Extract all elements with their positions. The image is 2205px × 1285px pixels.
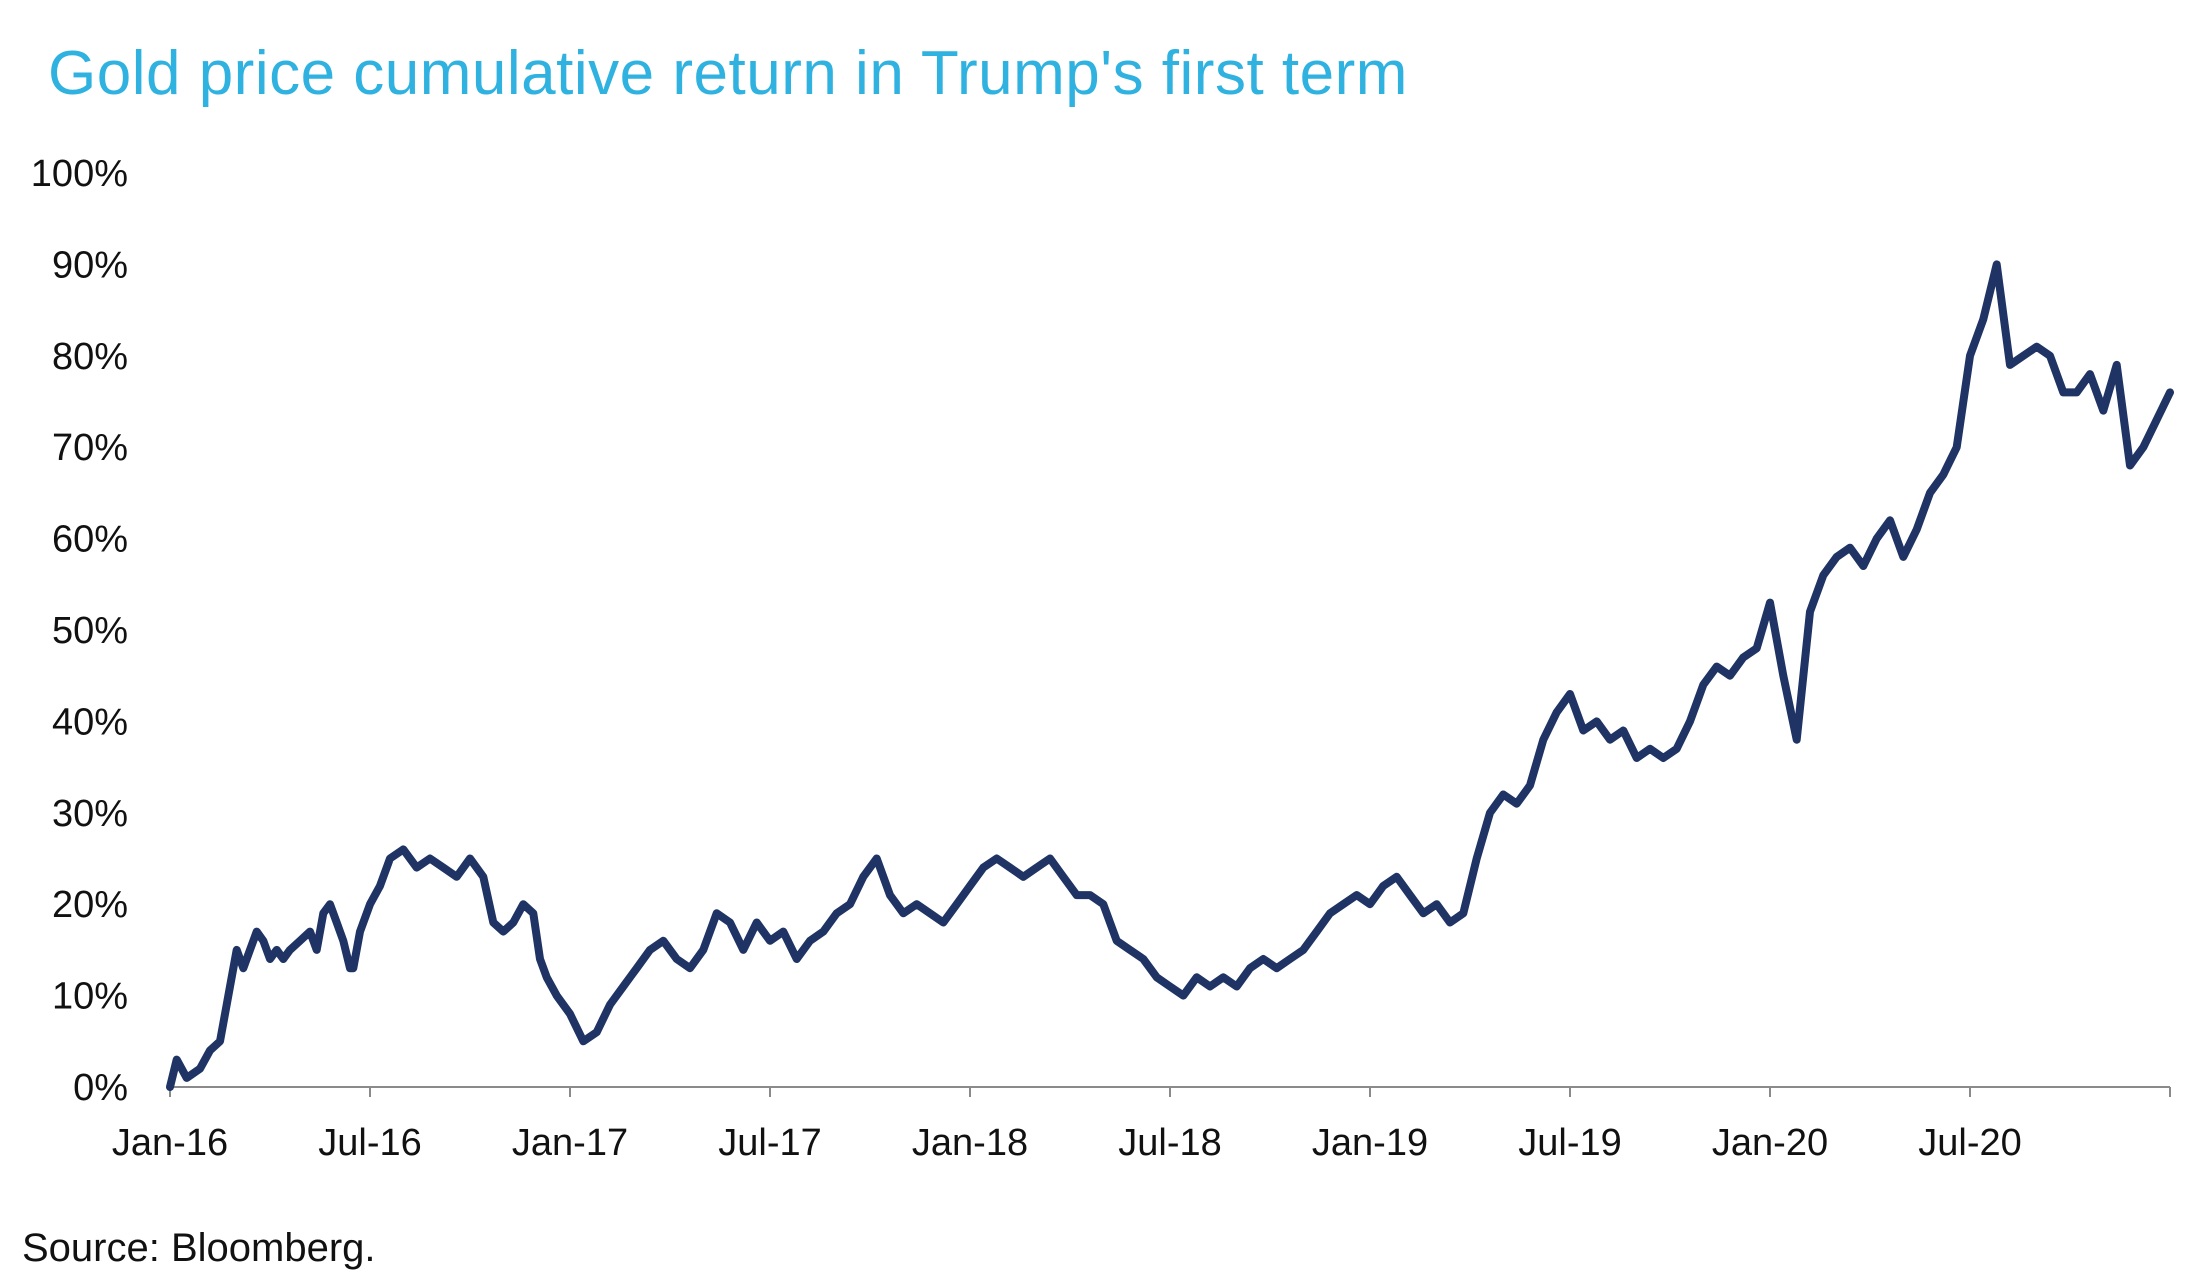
x-tick-label: Jul-16 bbox=[318, 1122, 422, 1164]
y-tick-label: 100% bbox=[31, 153, 128, 195]
series-line-gold-return bbox=[166, 260, 2174, 1091]
x-axis-ticks: Jan-16 Jul-16 Jan-17 Jul-17 Jan-18 Jul-18 Jan-… bbox=[112, 1087, 2171, 1164]
x-tick-label: Jul-18 bbox=[1118, 1122, 1222, 1164]
y-axis-tick-labels: 0% 10% 20% 30% 40% 50% 60% 70% 80% 90% 100% bbox=[31, 153, 128, 1109]
x-tick-label: Jan-20 bbox=[1712, 1122, 1828, 1164]
x-tick-label: Jul-19 bbox=[1518, 1122, 1622, 1164]
y-tick-label: 0% bbox=[73, 1067, 128, 1109]
y-tick-label: 90% bbox=[52, 244, 128, 286]
source-note: Source: Bloomberg. bbox=[22, 1226, 376, 1270]
x-tick-label: Jan-18 bbox=[912, 1122, 1028, 1164]
y-tick-label: 70% bbox=[52, 427, 128, 469]
y-tick-label: 80% bbox=[52, 336, 128, 378]
x-tick-label: Jan-17 bbox=[512, 1122, 628, 1164]
x-tick-label: Jul-17 bbox=[718, 1122, 822, 1164]
chart-title: Gold price cumulative return in Trump's … bbox=[48, 39, 1408, 108]
y-tick-label: 10% bbox=[52, 976, 128, 1018]
y-tick-label: 60% bbox=[52, 519, 128, 561]
x-tick-label: Jul-20 bbox=[1918, 1122, 2022, 1164]
x-tick-label: Jan-16 bbox=[112, 1122, 228, 1164]
y-tick-label: 50% bbox=[52, 610, 128, 652]
y-tick-label: 30% bbox=[52, 793, 128, 835]
y-tick-label: 20% bbox=[52, 884, 128, 926]
x-tick-label: Jan-19 bbox=[1312, 1122, 1428, 1164]
y-tick-label: 40% bbox=[52, 701, 128, 743]
series-layer bbox=[166, 260, 2174, 1091]
